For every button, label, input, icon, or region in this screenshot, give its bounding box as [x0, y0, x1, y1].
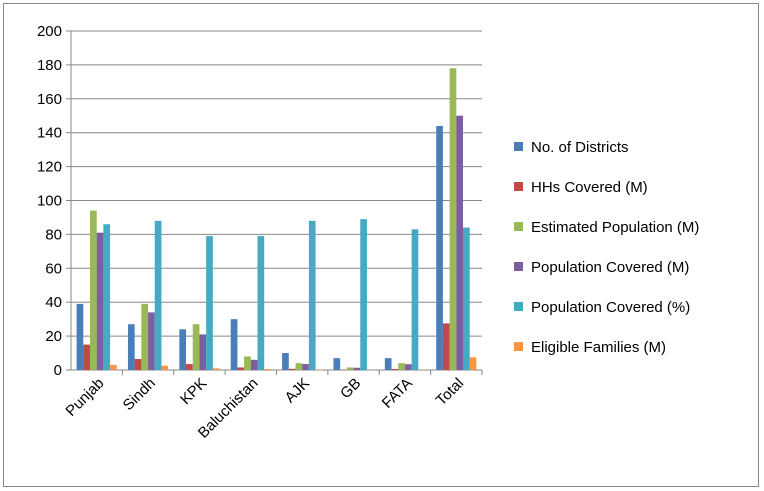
x-tick-label: KPK	[177, 375, 210, 408]
bar	[134, 358, 142, 370]
bar	[83, 344, 90, 370]
y-tick-label: 60	[45, 260, 62, 277]
bar	[264, 368, 271, 370]
bar	[456, 115, 464, 370]
bar	[212, 368, 220, 370]
bar	[346, 367, 354, 370]
bar	[154, 220, 162, 370]
legend-swatch	[514, 222, 523, 231]
bar	[237, 367, 245, 370]
bar	[288, 368, 296, 370]
bar	[244, 356, 251, 370]
bar	[463, 227, 470, 370]
y-tick-label: 200	[37, 23, 62, 40]
bar	[141, 303, 149, 370]
bar	[449, 68, 457, 370]
legend-swatch	[514, 182, 523, 191]
x-tick-label: GB	[337, 375, 364, 402]
legend-swatch	[514, 262, 523, 271]
legend-label: Population Covered (M)	[531, 259, 689, 276]
bar	[384, 358, 392, 370]
y-tick-label: 160	[37, 91, 62, 108]
legend-label: Population Covered (%)	[531, 299, 690, 316]
bar	[282, 353, 289, 370]
chart-frame	[3, 3, 759, 487]
x-tick-label: AJK	[282, 375, 313, 406]
bar	[96, 232, 104, 370]
bar	[230, 319, 238, 370]
legend-swatch	[514, 302, 523, 311]
legend-swatch	[514, 142, 523, 151]
y-tick-label: 120	[37, 159, 62, 176]
bar	[308, 220, 316, 370]
x-tick-label: Sindh	[120, 375, 159, 414]
y-tick-label: 0	[54, 362, 62, 379]
bar	[110, 364, 117, 370]
y-tick-label: 100	[37, 193, 62, 210]
legend-label: HHs Covered (M)	[531, 179, 648, 196]
bar	[353, 367, 361, 370]
bar	[302, 364, 309, 370]
y-tick-label: 20	[45, 328, 62, 345]
bar	[436, 125, 443, 370]
legend-swatch	[514, 342, 523, 351]
y-tick-label: 40	[45, 294, 62, 311]
bar	[186, 364, 193, 370]
bar	[89, 210, 97, 370]
bar	[295, 363, 303, 370]
bar	[469, 357, 477, 370]
bar	[411, 229, 419, 370]
bar	[179, 329, 187, 370]
bar	[360, 219, 367, 370]
bar	[206, 236, 213, 370]
bar	[340, 369, 347, 370]
bar	[442, 323, 450, 370]
bar	[127, 324, 135, 370]
x-tick-label: Total	[433, 375, 467, 409]
bar	[148, 312, 155, 370]
bar	[315, 369, 323, 370]
bar	[391, 368, 399, 370]
bar	[250, 359, 258, 370]
bar	[257, 236, 265, 370]
bar	[199, 334, 207, 370]
bar	[404, 364, 412, 370]
y-tick-label: 180	[37, 57, 62, 74]
bar	[103, 224, 111, 370]
legend-label: No. of Districts	[531, 139, 629, 156]
y-tick-label: 140	[37, 125, 62, 142]
y-tick-label: 80	[45, 226, 62, 243]
legend-label: Eligible Families (M)	[531, 339, 666, 356]
bar	[161, 365, 169, 370]
bar	[192, 324, 200, 370]
x-tick-label: Punjab	[62, 375, 107, 420]
legend-label: Estimated Population (M)	[531, 219, 699, 236]
bar	[398, 363, 405, 370]
bar	[76, 303, 84, 370]
bar	[333, 358, 341, 370]
x-tick-label: FATA	[379, 375, 416, 412]
